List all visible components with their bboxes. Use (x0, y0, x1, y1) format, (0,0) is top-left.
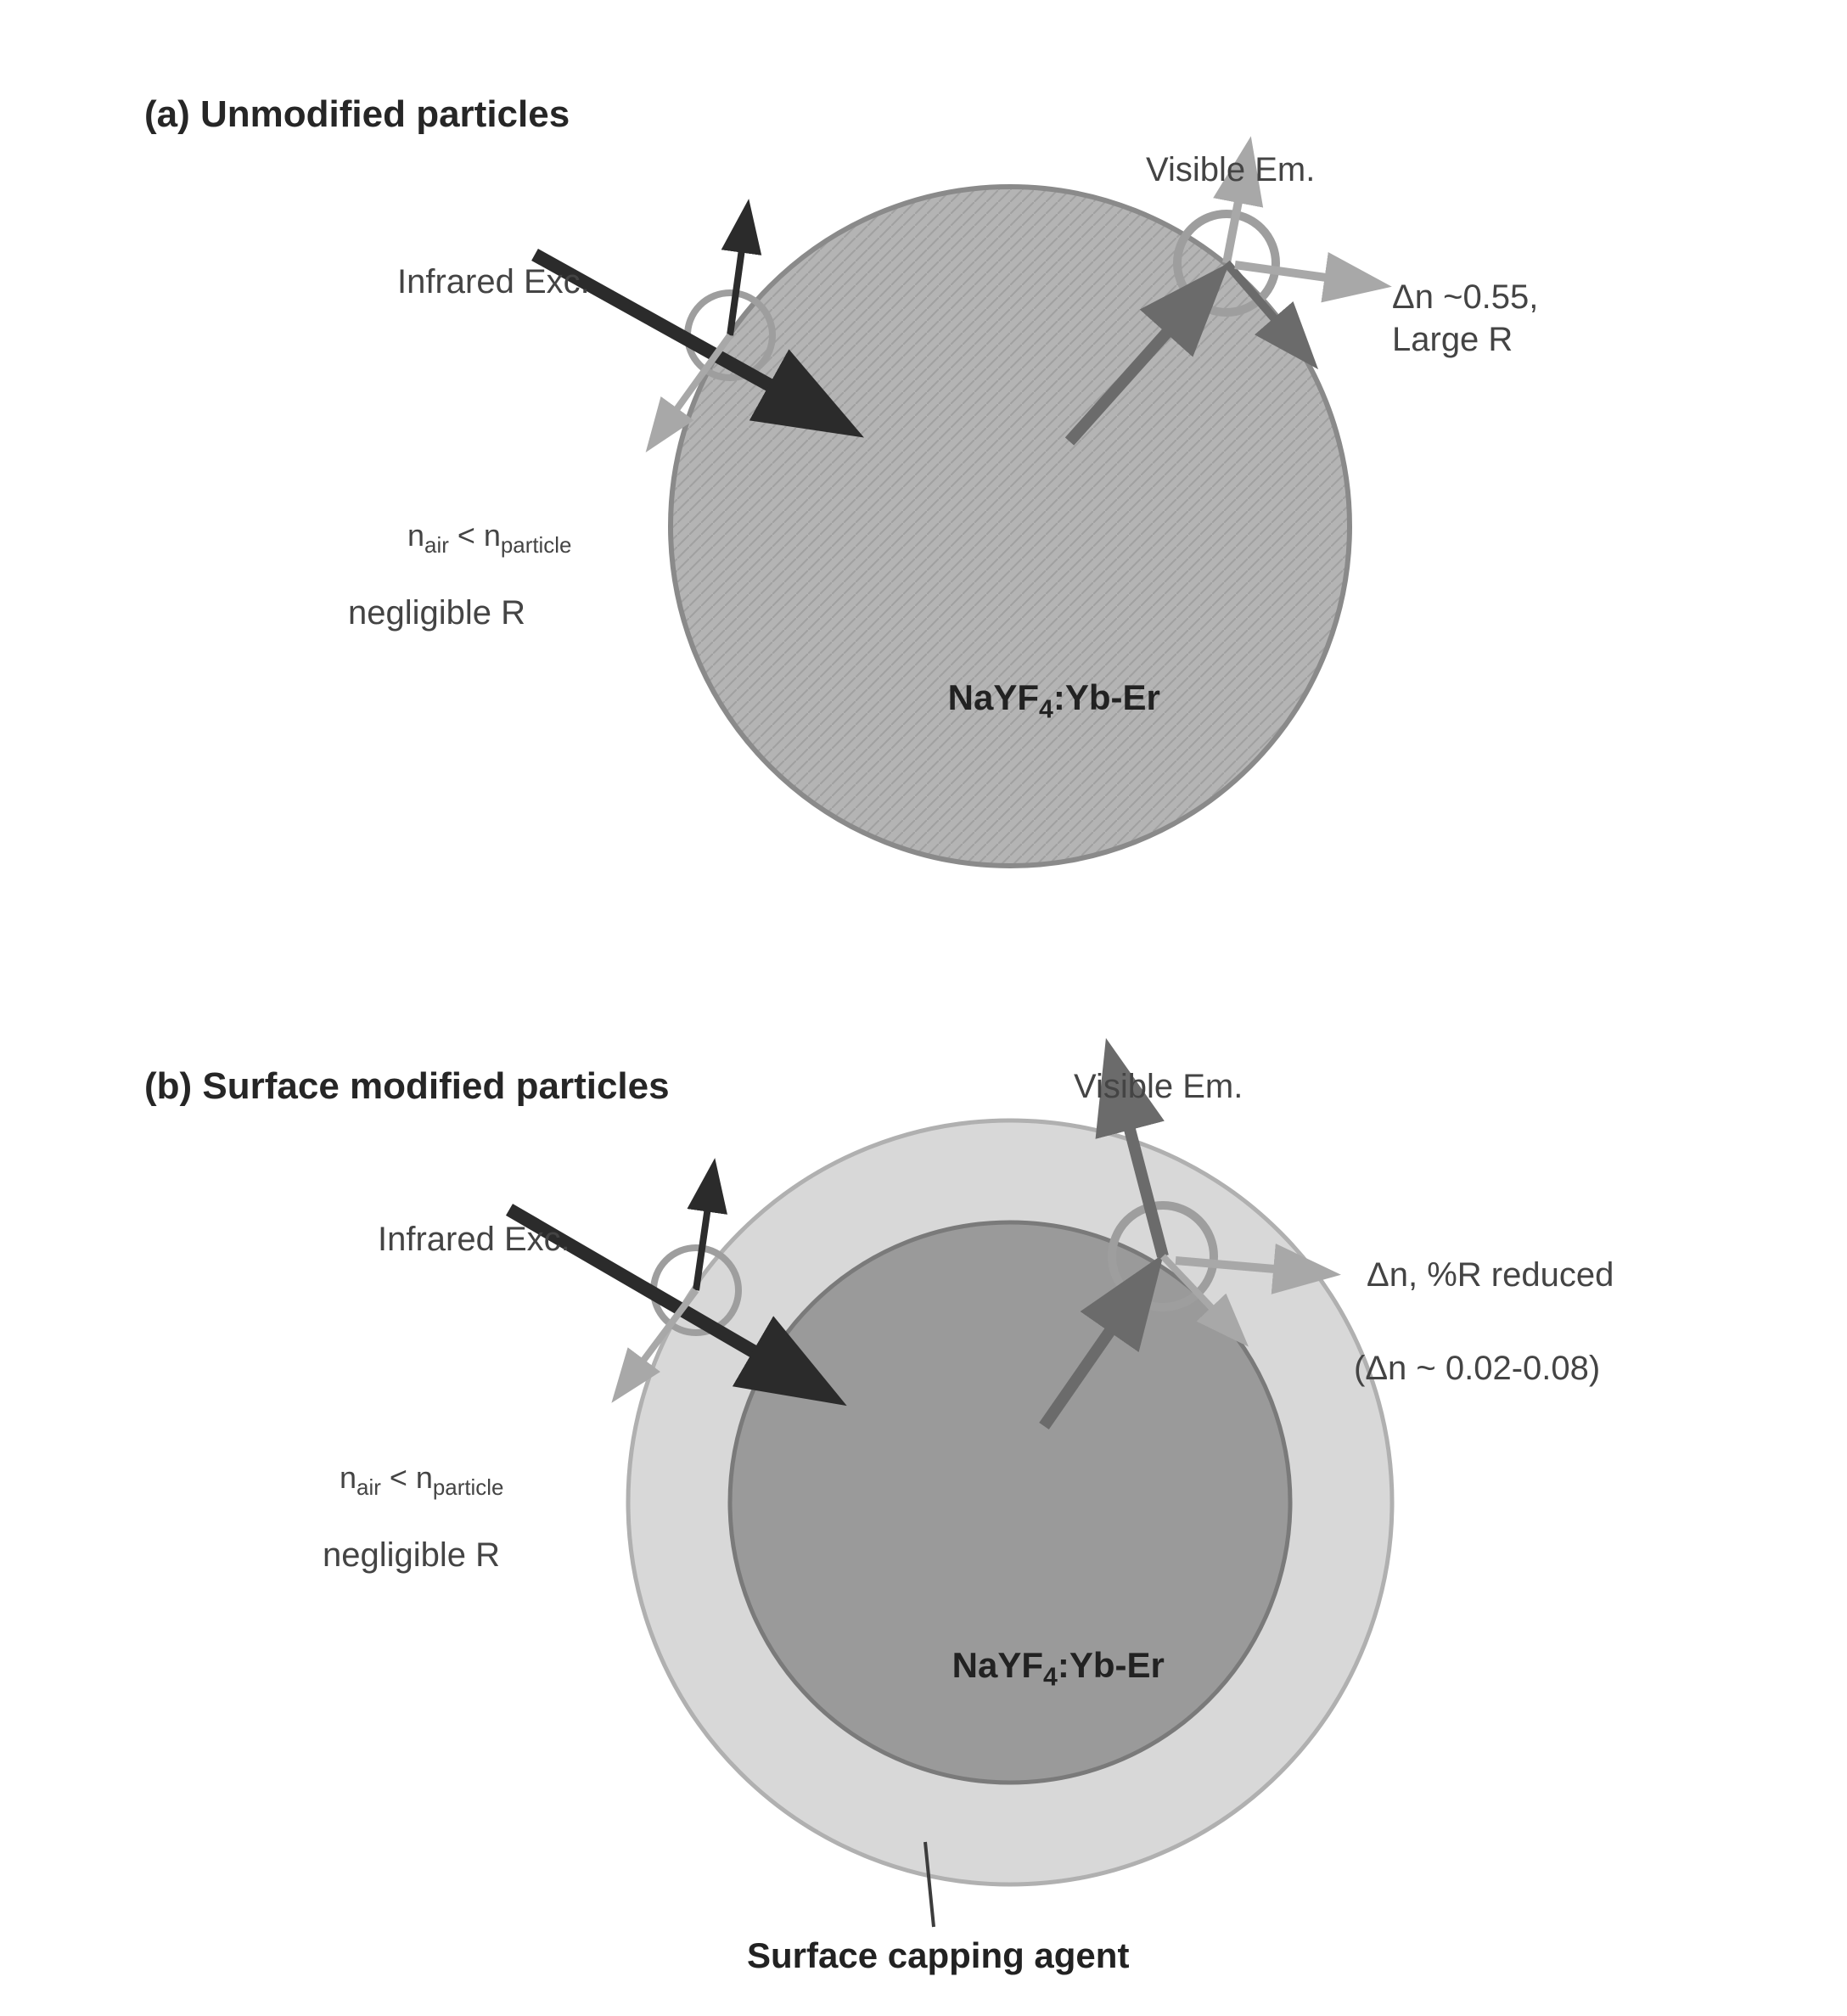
panel-a-svg (0, 0, 1847, 1019)
panel-a-delta-n-label: Δn ~0.55, Large R (1392, 276, 1538, 361)
panel-b-core-label: NaYF4:Yb-Er (912, 1604, 1165, 1732)
panel-b-negligible-r-label: negligible R (323, 1536, 500, 1575)
panel-b-cap-label: Surface capping agent (747, 1935, 1129, 1976)
panel-a-n-relation-label: nair < nparticle (407, 518, 571, 559)
diagram-canvas: (a) Unmodified particles (0, 0, 1847, 2016)
panel-a-infrared-label: Infrared Exc. (397, 263, 590, 301)
panel-b-delta-n-label: Δn, %R reduced (1367, 1256, 1614, 1294)
panel-b-delta-n2-label: (Δn ~ 0.02-0.08) (1354, 1350, 1600, 1388)
panel-a-negligible-r-label: negligible R (348, 594, 525, 632)
panel-a-core-label: NaYF4:Yb-Er (908, 637, 1160, 765)
panel-b-svg (0, 997, 1847, 2016)
panel-b-visible-label: Visible Em. (1074, 1068, 1243, 1106)
panel-b-n-relation-label: nair < nparticle (340, 1460, 503, 1501)
panel-a-visible-label: Visible Em. (1146, 151, 1315, 189)
panel-b-infrared-label: Infrared Exc. (378, 1221, 570, 1259)
panel-a-delta-n-pointer-arrow (1235, 265, 1375, 284)
